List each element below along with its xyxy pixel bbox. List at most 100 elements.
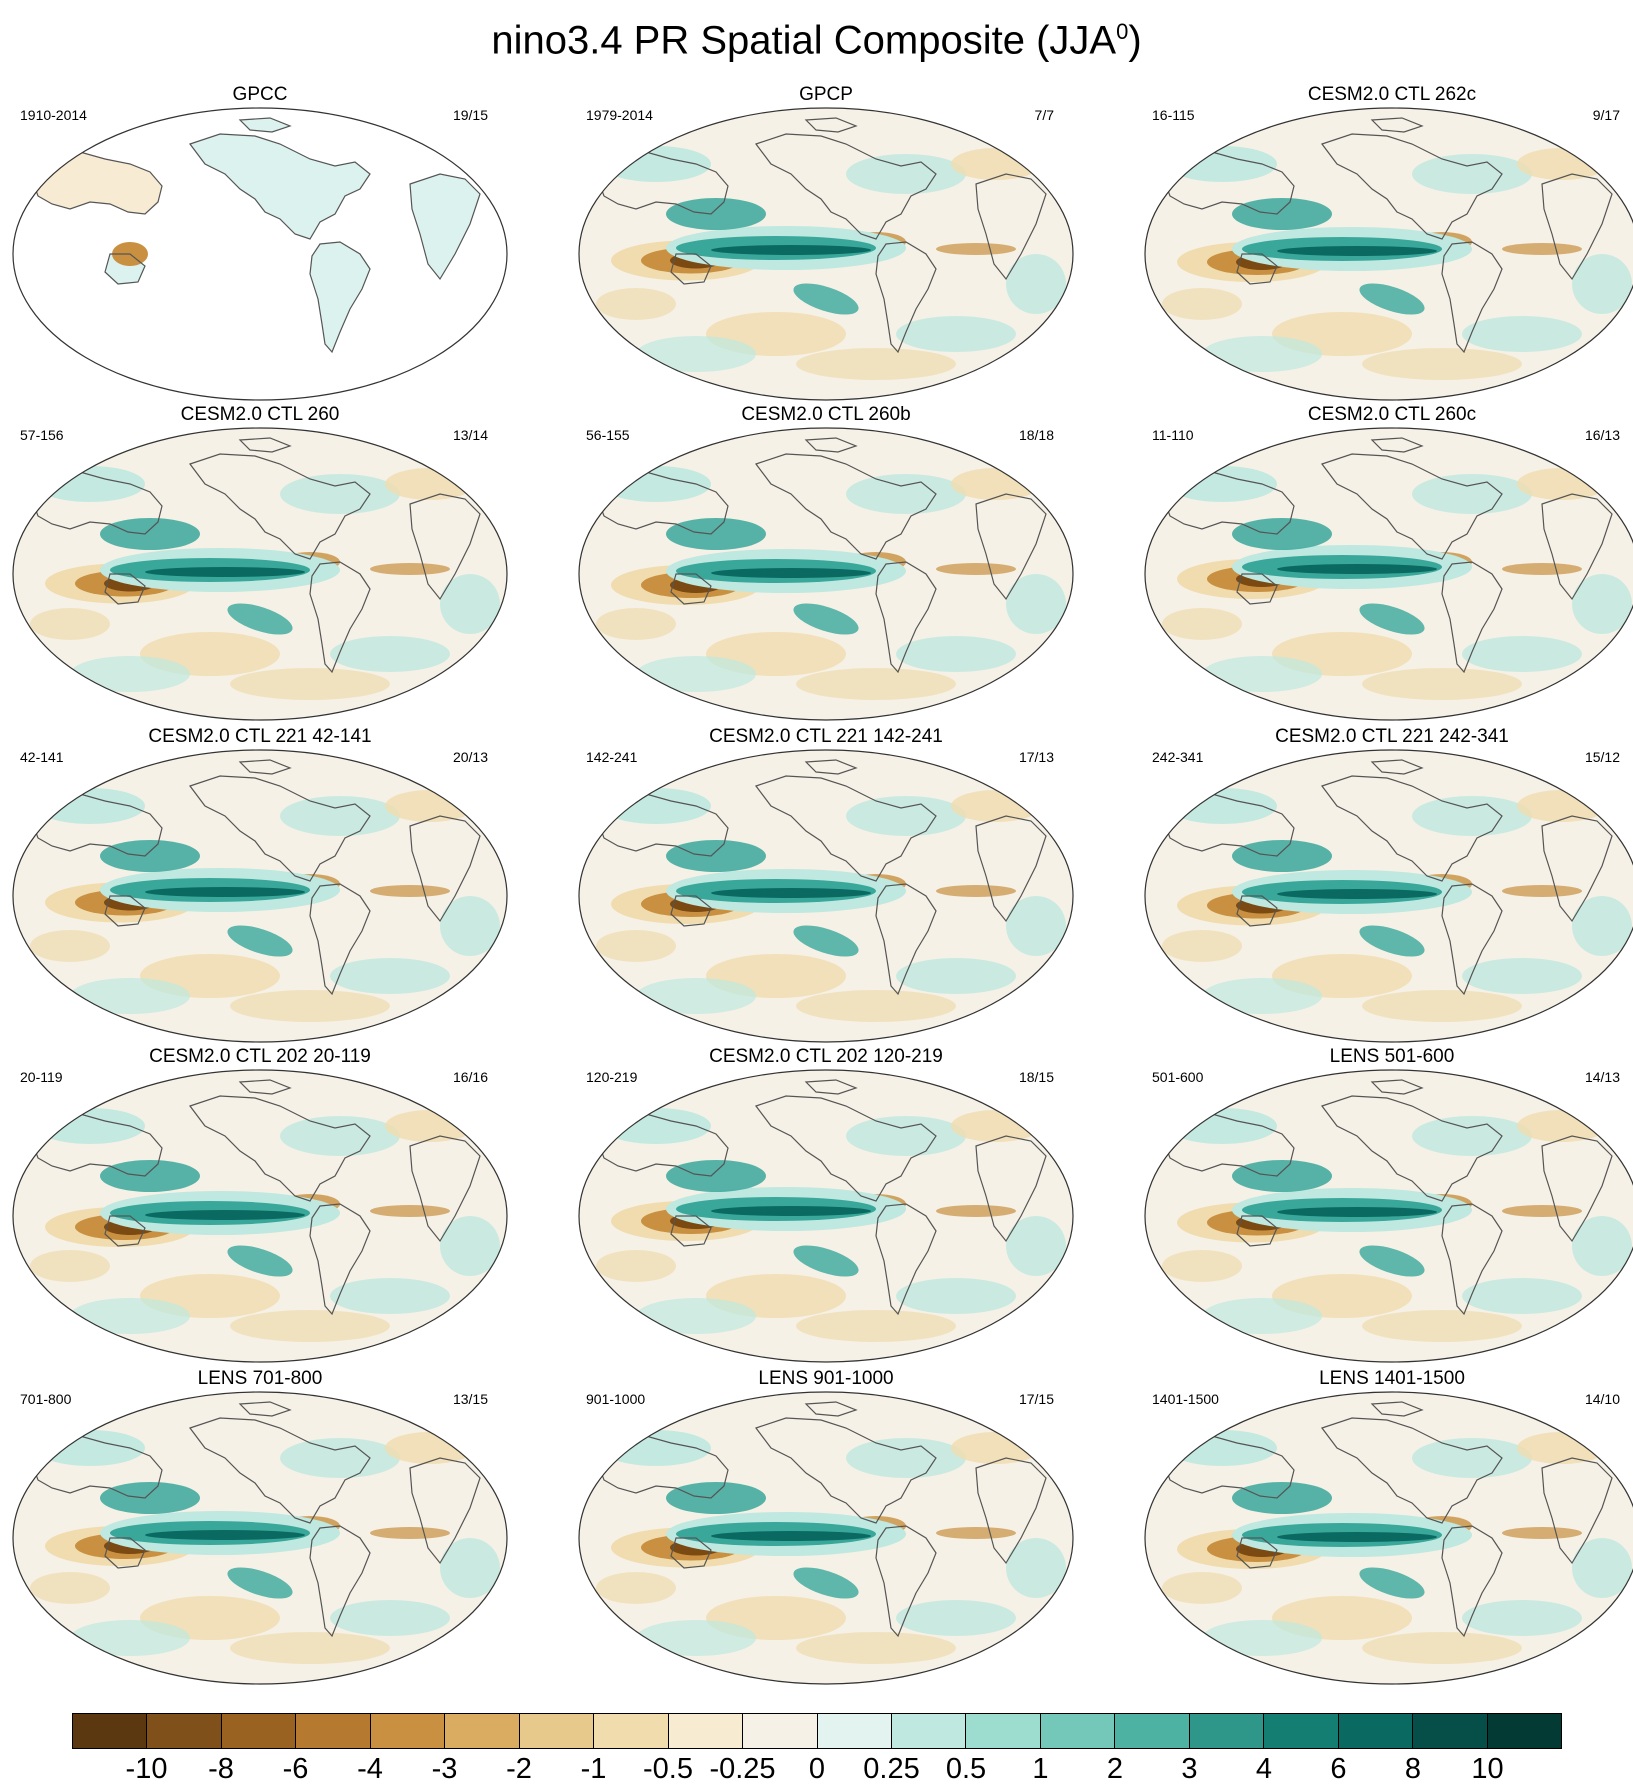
map-panel: LENS 701-800 701-800 13/15 — [10, 1368, 510, 1686]
panel-period-label: 20-119 — [20, 1069, 63, 1085]
panel-count-label: 19/15 — [452, 107, 488, 123]
panel-period-label: 120-219 — [586, 1069, 638, 1085]
colorbar-tick-label: 2 — [1106, 1753, 1124, 1785]
panel-title: CESM2.0 CTL 260c — [1307, 404, 1477, 425]
panel-period-label: 57-156 — [20, 427, 64, 443]
map-border — [578, 1391, 1074, 1685]
panel-count-label: 15/12 — [1584, 749, 1620, 765]
panel-count-label: 9/17 — [1592, 107, 1620, 123]
panel-count-label: 17/15 — [1018, 1391, 1054, 1407]
world-map — [578, 107, 1074, 401]
map-panel: LENS 901-1000 901-1000 17/15 — [576, 1368, 1076, 1686]
panel-title: LENS 701-800 — [197, 1368, 323, 1389]
panel-period-label: 242-341 — [1152, 749, 1204, 765]
world-map — [1144, 1391, 1633, 1685]
map-panel: CESM2.0 CTL 221 42-141 42-141 20/13 — [10, 726, 510, 1044]
panel-count-label: 13/14 — [452, 427, 488, 443]
world-map — [12, 107, 508, 401]
panel-title: CESM2.0 CTL 262c — [1307, 84, 1477, 105]
colorbar-swatch — [1487, 1714, 1562, 1748]
colorbar-tick-label: 0.25 — [863, 1753, 920, 1785]
colorbar-tick-label: -2 — [506, 1753, 532, 1785]
panel-count-label: 7/7 — [1034, 107, 1054, 123]
colorbar-swatch — [1189, 1714, 1265, 1748]
colorbar-tick-label: 6 — [1330, 1753, 1347, 1785]
colorbar-tick-label: 0 — [808, 1753, 826, 1785]
world-map — [578, 749, 1074, 1043]
map-panel: LENS 1401-1500 1401-1500 14/10 — [1142, 1368, 1633, 1686]
colorbar-swatch — [668, 1714, 744, 1748]
colorbar-swatch — [891, 1714, 967, 1748]
panel-title: CESM2.0 CTL 202 120-219 — [709, 1046, 943, 1067]
world-map — [578, 1391, 1074, 1685]
panel-title: GPCP — [799, 84, 853, 105]
map-border — [1144, 1391, 1633, 1685]
panel-period-label: 42-141 — [20, 749, 64, 765]
colorbar-swatch — [1338, 1714, 1414, 1748]
panel-title: CESM2.0 CTL 202 20-119 — [149, 1046, 371, 1067]
panel-count-label: 17/13 — [1018, 749, 1054, 765]
page-title-superscript: 0 — [1116, 19, 1129, 44]
colorbar-tick-label: -0.5 — [643, 1753, 693, 1785]
map-panel: CESM2.0 CTL 260b 56-155 18/18 — [576, 404, 1076, 722]
map-panel: CESM2.0 CTL 260c 11-110 16/13 — [1142, 404, 1633, 722]
colorbar-swatch — [1040, 1714, 1116, 1748]
map-border — [578, 749, 1074, 1043]
panel-period-label: 1910-2014 — [20, 107, 87, 123]
colorbar-tick-label: -10 — [125, 1753, 168, 1785]
colorbar-swatch — [1413, 1714, 1488, 1748]
colorbar-tick-label: 4 — [1255, 1753, 1273, 1785]
world-map — [1144, 427, 1633, 721]
colorbar-swatch — [1264, 1714, 1339, 1748]
world-map — [12, 749, 508, 1043]
panel-count-label: 14/13 — [1584, 1069, 1620, 1085]
map-panel: CESM2.0 CTL 221 242-341 242-341 15/12 — [1142, 726, 1633, 1044]
colorbar-swatch — [1115, 1714, 1190, 1748]
colorbar-swatch — [817, 1714, 892, 1748]
panel-count-label: 14/10 — [1584, 1391, 1620, 1407]
colorbar-tick-label: -0.25 — [709, 1753, 776, 1785]
page-title-close: ) — [1128, 18, 1142, 63]
panel-count-label: 18/18 — [1018, 427, 1054, 443]
panel-period-label: 1979-2014 — [586, 107, 653, 123]
map-panel: CESM2.0 CTL 202 120-219 120-219 18/15 — [576, 1046, 1076, 1364]
panel-period-label: 142-241 — [586, 749, 638, 765]
map-border — [12, 107, 508, 401]
world-map — [1144, 107, 1633, 401]
colorbar-swatch — [519, 1714, 595, 1748]
panel-title: CESM2.0 CTL 260b — [741, 404, 911, 425]
colorbar-tick-label: 1 — [1032, 1753, 1049, 1785]
panel-title: GPCC — [232, 84, 288, 105]
panel-count-label: 18/15 — [1018, 1069, 1054, 1085]
panel-period-label: 16-115 — [1152, 107, 1195, 123]
map-panel: GPCC 1910-2014 19/15 — [10, 84, 510, 402]
map-border — [12, 749, 508, 1043]
panel-title: CESM2.0 CTL 260 — [180, 404, 340, 425]
panel-count-label: 16/13 — [1584, 427, 1620, 443]
panel-title: CESM2.0 CTL 221 42-141 — [148, 726, 372, 747]
panel-period-label: 56-155 — [586, 427, 630, 443]
map-border — [12, 1391, 508, 1685]
panel-period-label: 1401-1500 — [1152, 1391, 1219, 1407]
map-border — [1144, 427, 1633, 721]
map-panel: CESM2.0 CTL 202 20-119 20-119 16/16 — [10, 1046, 510, 1364]
panel-count-label: 20/13 — [452, 749, 488, 765]
colorbar-swatch — [594, 1714, 669, 1748]
colorbar-tick-label: 0.5 — [945, 1753, 987, 1785]
colorbar-tick-label: -8 — [208, 1753, 234, 1785]
map-border — [578, 427, 1074, 721]
panel-period-label: 501-600 — [1152, 1069, 1204, 1085]
panel-title: CESM2.0 CTL 221 142-241 — [709, 726, 943, 747]
colorbar-swatch — [370, 1714, 446, 1748]
world-map — [12, 1069, 508, 1363]
map-panel: CESM2.0 CTL 221 142-241 142-241 17/13 — [576, 726, 1076, 1044]
page-title: nino3.4 PR Spatial Composite (JJA0) — [0, 8, 1633, 64]
map-panel: LENS 501-600 501-600 14/13 — [1142, 1046, 1633, 1364]
map-border — [12, 427, 508, 721]
colorbar-tick-label: 10 — [1471, 1753, 1504, 1785]
map-panel: CESM2.0 CTL 260 57-156 13/14 — [10, 404, 510, 722]
map-panel: GPCP 1979-2014 7/7 — [576, 84, 1076, 402]
map-border — [12, 1069, 508, 1363]
colorbar-swatch — [966, 1714, 1041, 1748]
colorbar-tick-label: -3 — [431, 1753, 458, 1785]
